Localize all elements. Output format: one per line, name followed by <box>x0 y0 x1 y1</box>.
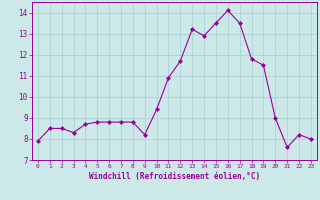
X-axis label: Windchill (Refroidissement éolien,°C): Windchill (Refroidissement éolien,°C) <box>89 172 260 181</box>
